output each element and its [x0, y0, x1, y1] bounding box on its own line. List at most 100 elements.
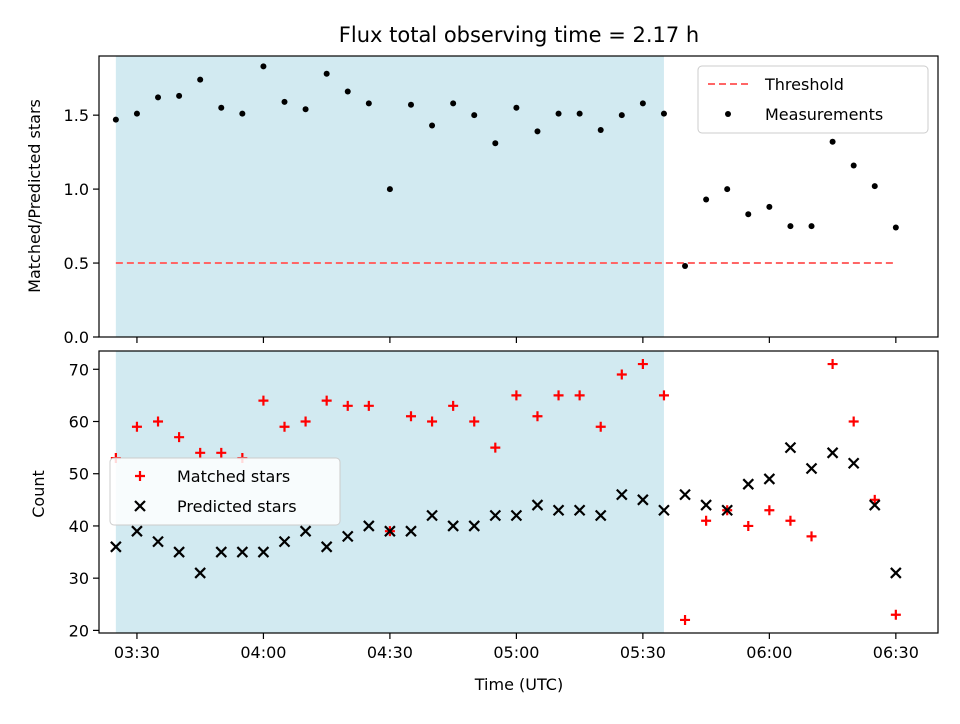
y-tick-label: 50	[69, 465, 89, 484]
matched-stars-point	[701, 515, 712, 526]
legend-box	[697, 65, 929, 134]
measurements-point	[492, 140, 499, 147]
measurements-point	[576, 110, 583, 117]
matched-stars-point	[595, 421, 606, 432]
predicted-stars-point	[236, 546, 249, 558]
matched-stars-point	[785, 515, 796, 526]
matched-stars-point	[363, 400, 374, 411]
predicted-stars-point	[763, 473, 776, 485]
measurements-point	[365, 100, 372, 107]
matched-stars-point	[764, 505, 775, 516]
measurements-point	[618, 112, 625, 119]
measurements-point	[892, 224, 899, 231]
y-tick-label: 30	[69, 569, 89, 588]
predicted-stars-point	[426, 509, 438, 522]
measurements-point	[323, 70, 330, 77]
predicted-stars-point	[805, 462, 818, 475]
chart-title: Flux total observing time = 2.17 h	[339, 23, 699, 47]
measurements-point	[260, 63, 267, 70]
y-tick-label: 60	[69, 413, 89, 432]
measurements-point	[597, 126, 604, 133]
predicted-stars-point	[616, 488, 628, 501]
x-tick-label: 04:00	[240, 643, 286, 662]
predicted-stars-point	[742, 478, 755, 490]
matched-stars-point	[342, 400, 353, 411]
axes-frame	[98, 55, 939, 338]
matched-stars-point	[216, 447, 227, 458]
predicted-stars-point	[468, 520, 481, 532]
matched-stars-point	[405, 411, 416, 422]
matched-stars-point	[448, 400, 459, 411]
matched-stars-point	[469, 416, 480, 427]
matched-stars-point	[195, 447, 206, 458]
predicted-stars-point	[826, 447, 839, 459]
legend-label: Predicted stars	[177, 497, 297, 516]
predicted-stars-point	[341, 530, 354, 543]
predicted-stars-point	[658, 504, 670, 517]
matched-stars-point	[258, 395, 269, 406]
matched-stars-point	[174, 432, 185, 443]
matched-stars-point	[553, 390, 564, 401]
measurements-point	[407, 101, 414, 108]
measurements-point	[703, 196, 710, 203]
top-y-axis-label: Matched/Predicted stars	[25, 99, 44, 293]
measurements-point	[850, 162, 857, 169]
measurements-point	[787, 223, 794, 230]
measurements-point	[639, 100, 646, 107]
predicted-stars-point	[700, 499, 712, 511]
measurements-point	[682, 263, 689, 270]
predicted-stars-point	[784, 441, 797, 454]
measurements-point	[871, 183, 878, 190]
y-tick-label: 0.0	[64, 328, 89, 347]
bottom-y-axis-label: Count	[29, 470, 48, 518]
matched-stars-point	[827, 359, 838, 370]
y-tick-label: 70	[69, 360, 89, 379]
matched-stars-point	[131, 421, 142, 432]
measurements-point	[218, 104, 225, 111]
matched-stars-point	[848, 416, 859, 427]
predicted-stars-point	[173, 546, 185, 558]
x-tick-label: 05:00	[493, 643, 539, 662]
legend-swatch	[134, 500, 146, 512]
predicted-stars-point	[447, 520, 459, 532]
legend-label: Threshold	[764, 75, 844, 94]
predicted-stars-point	[320, 541, 333, 553]
y-tick-label: 1.5	[64, 106, 89, 125]
matched-stars-point	[890, 609, 901, 620]
legend-label: Measurements	[765, 105, 883, 124]
x-tick-label: 04:30	[367, 643, 413, 662]
predicted-stars-point	[299, 525, 312, 537]
measurements-point	[302, 106, 309, 113]
measurements-point	[724, 186, 731, 193]
predicted-stars-point	[384, 525, 396, 537]
predicted-stars-point	[679, 488, 691, 501]
x-tick-label: 06:30	[873, 643, 919, 662]
measurements-point	[555, 110, 562, 117]
measurements-point	[429, 122, 436, 129]
matched-stars-point	[427, 416, 438, 427]
matched-stars-point	[511, 390, 522, 401]
x-axis-label: Time (UTC)	[474, 675, 563, 694]
legend-label: Matched stars	[177, 467, 290, 486]
measurements-point	[112, 116, 119, 123]
predicted-stars-point	[531, 499, 544, 511]
predicted-stars-point	[110, 541, 122, 553]
matched-stars-point	[616, 369, 627, 380]
legend: Matched stars Predicted stars	[109, 457, 341, 526]
predicted-stars-point	[868, 499, 881, 511]
measurements-point	[513, 104, 520, 111]
predicted-stars-point	[278, 535, 291, 548]
x-tick-label: 06:00	[746, 643, 792, 662]
matched-stars-point	[869, 494, 880, 505]
predicted-stars-point	[405, 525, 417, 537]
observing-interval-shade	[115, 56, 664, 337]
matched-stars-point	[300, 416, 311, 427]
measurements-point	[660, 110, 667, 117]
predicted-stars-point	[215, 546, 228, 558]
predicted-stars-point	[194, 567, 206, 579]
measurements-point	[281, 98, 288, 105]
y-tick-label: 20	[69, 621, 89, 640]
x-tick-label: 05:30	[620, 643, 666, 662]
predicted-stars-point	[257, 546, 270, 558]
